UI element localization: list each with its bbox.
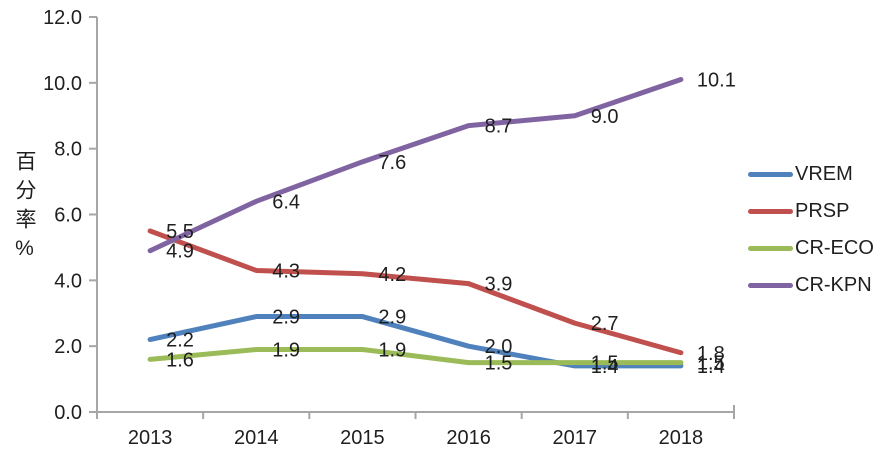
- legend-line-swatch-prsp: [748, 209, 793, 214]
- legend-item-cr-eco: CR-ECO: [748, 230, 874, 267]
- data-label-vrem-2017: 1.4: [591, 356, 619, 378]
- data-label-prsp-2018: 1.8: [697, 343, 725, 365]
- data-label-prsp-2014: 4.3: [272, 260, 300, 282]
- y-axis-title: 百分率%: [13, 150, 36, 268]
- y-tick-label: 8.0: [54, 139, 82, 161]
- x-tick-label: 2018: [659, 427, 704, 449]
- y-tick-label: 10.0: [43, 73, 82, 95]
- x-tick-label: 2014: [234, 427, 279, 449]
- data-label-cr-kpn-2013: 4.9: [166, 241, 194, 263]
- data-label-cr-eco-2018: 1.5: [697, 353, 725, 375]
- legend-label-vrem: VREM: [795, 163, 853, 185]
- data-label-vrem-2013: 2.2: [166, 330, 194, 352]
- data-label-prsp-2017: 2.7: [591, 313, 619, 335]
- y-tick-label: 4.0: [54, 270, 82, 292]
- data-label-cr-kpn-2016: 8.7: [485, 116, 513, 138]
- legend-line-swatch-vrem: [748, 172, 793, 177]
- x-tick-label: 2016: [446, 427, 491, 449]
- y-tick-label: 0.0: [54, 402, 82, 424]
- data-label-prsp-2015: 4.2: [378, 264, 406, 286]
- data-label-cr-eco-2015: 1.9: [378, 339, 406, 361]
- data-label-prsp-2013: 5.5: [166, 221, 194, 243]
- x-tick-label: 2013: [128, 427, 173, 449]
- data-label-cr-kpn-2017: 9.0: [591, 106, 619, 128]
- data-label-cr-eco-2014: 1.9: [272, 339, 300, 361]
- legend-line-swatch-cr-kpn: [748, 283, 793, 288]
- data-label-vrem-2016: 2.0: [485, 336, 513, 358]
- data-label-cr-kpn-2018: 10.1: [697, 70, 736, 92]
- legend-item-prsp: PRSP: [748, 193, 874, 230]
- series-line-vrem: [147, 314, 684, 369]
- legend-label-prsp: PRSP: [795, 200, 850, 222]
- data-label-vrem-2014: 2.9: [272, 307, 300, 329]
- legend-label-cr-eco: CR-ECO: [795, 237, 874, 259]
- legend-item-vrem: VREM: [748, 156, 874, 193]
- data-label-cr-eco-2013: 1.6: [166, 349, 194, 371]
- data-label-vrem-2015: 2.9: [378, 307, 406, 329]
- data-label-cr-eco-2017: 1.5: [591, 353, 619, 375]
- series-line-prsp: [147, 228, 684, 356]
- legend-line-swatch-cr-eco: [748, 246, 793, 251]
- y-tick-label: 2.0: [54, 336, 82, 358]
- x-tick-label: 2017: [553, 427, 598, 449]
- legend-label-cr-kpn: CR-KPN: [795, 274, 872, 296]
- series-line-cr-eco: [147, 346, 684, 366]
- legend-item-cr-kpn: CR-KPN: [748, 267, 874, 304]
- data-label-cr-eco-2016: 1.5: [485, 353, 513, 375]
- x-tick-label: 2015: [340, 427, 385, 449]
- data-label-vrem-2018: 1.4: [697, 356, 725, 378]
- data-label-cr-kpn-2015: 7.6: [378, 152, 406, 174]
- data-label-prsp-2016: 3.9: [485, 274, 513, 296]
- y-tick-label: 12.0: [43, 7, 82, 29]
- legend: VREM PRSP CR-ECO CR-KPN: [748, 156, 874, 304]
- y-tick-label: 6.0: [54, 205, 82, 227]
- series-line-cr-kpn: [147, 77, 684, 254]
- data-label-cr-kpn-2014: 6.4: [272, 191, 300, 213]
